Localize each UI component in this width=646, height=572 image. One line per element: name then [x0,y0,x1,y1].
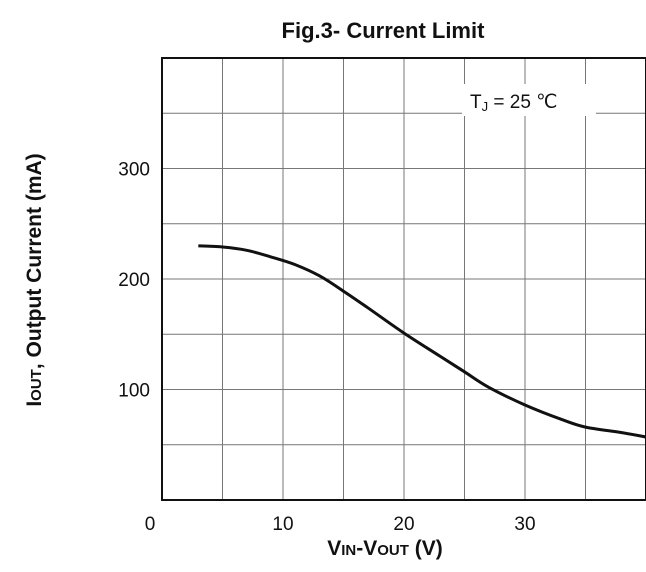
y-tick-label: 100 [118,381,150,402]
annotation-text: TJ = 25 ℃ [470,92,558,114]
y-tick-label: 300 [118,160,150,181]
annotation-value: = 25 ℃ [488,92,557,113]
y-axis-label-main: I [23,401,46,407]
current-limit-curve [198,244,646,439]
plot-frame [161,57,646,501]
x-tick-label: 20 [393,514,414,535]
grid-lines [162,58,646,500]
temperature-annotation: TJ = 25 ℃ [462,84,596,116]
x-axis-label-sub1: IN [341,542,356,559]
y-axis-label-rest: , Output Current (mA) [23,153,46,369]
x-tick-label: 0 [145,514,156,535]
x-axis-label-mid: -V [356,537,377,560]
annotation-subscript: J [482,99,489,114]
x-axis-label: VIN-VOUT (V) [327,537,443,560]
y-axis-label: IOUT, Output Current (mA) [23,153,46,406]
x-axis-label-sub2: OUT [377,542,409,559]
x-tick-label: 30 [514,514,535,535]
y-axis-label-sub: OUT [28,369,45,401]
y-tick-labels: 100 200 300 [118,160,150,402]
y-tick-label: 200 [118,270,150,291]
annotation-background [462,84,596,116]
x-tick-labels: 0 10 20 30 [145,514,536,535]
x-axis-label-unit: (V) [409,537,443,560]
annotation-symbol: T [470,92,482,113]
x-axis-label-main: V [327,537,341,560]
x-tick-label: 10 [272,514,293,535]
chart-title: Fig.3- Current Limit [282,18,486,43]
